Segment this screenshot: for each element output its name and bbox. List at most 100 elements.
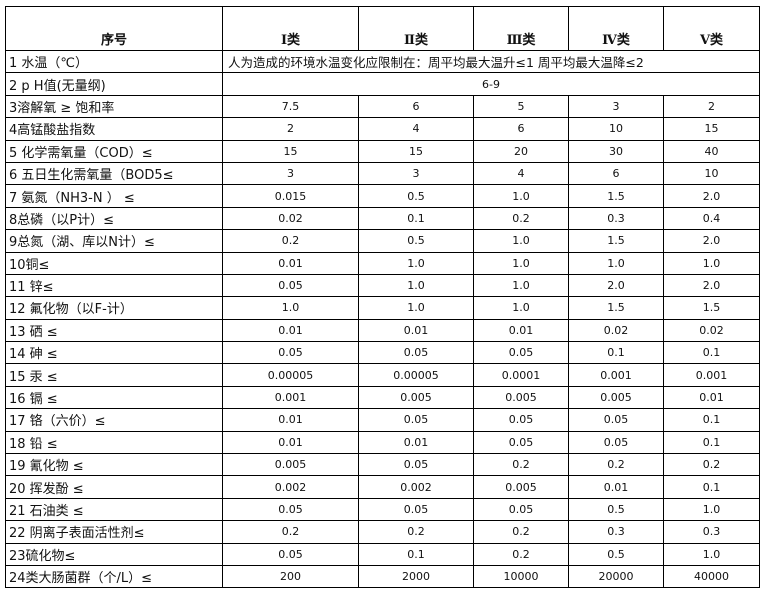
class-4-value: 0.1 [568,341,664,365]
class-4-value: 0.2 [568,453,664,477]
class-5-value: 40000 [663,564,760,589]
class-2-value: 1.0 [358,251,474,275]
class-1-value: 7.5 [222,94,359,119]
class-4-value: 1.5 [568,184,664,208]
header-index: 序号 [5,6,223,51]
class-4-value: 20000 [568,564,664,589]
class-4-value: 3 [568,94,664,119]
class-2-value: 3 [358,161,474,186]
header-class-3: Ⅲ类 [473,6,569,51]
class-1-value: 2 [222,117,359,141]
class-2-value: 0.5 [358,229,474,253]
parameter-label: 4高锰酸盐指数 [5,117,223,141]
parameter-label: 24类大肠菌群（个/L）≤ [5,564,223,589]
parameter-label: 14 砷 ≤ [5,341,223,365]
class-4-value: 2.0 [568,273,664,298]
class-2-value: 1.0 [358,296,474,320]
class-5-value: 0.1 [663,408,760,432]
class-2-value: 0.1 [358,542,474,566]
class-1-value: 0.00005 [222,363,359,387]
class-3-value: 20 [473,139,569,163]
class-1-value: 0.01 [222,430,359,455]
class-5-value: 0.1 [663,475,760,499]
header-class-5: Ⅴ类 [663,6,760,51]
class-4-value: 1.0 [568,251,664,275]
class-2-value: 0.05 [358,453,474,477]
parameter-label: 13 硒 ≤ [5,318,223,343]
parameter-label: 6 五日生化需氧量（BOD5≤ [5,161,223,186]
header-class-2: Ⅱ类 [358,6,474,51]
parameter-label: 3溶解氧 ≥ 饱和率 [5,94,223,119]
class-5-value: 0.4 [663,206,760,231]
class-1-value: 0.02 [222,206,359,231]
table-row: 22 阴离子表面活性剂≤ 0.2 0.2 0.2 0.3 0.3 [5,520,760,544]
class-2-value: 0.5 [358,184,474,208]
parameter-label: 22 阴离子表面活性剂≤ [5,520,223,544]
class-5-value: 0.02 [663,318,760,343]
table-row: 19 氰化物 ≤0.005 0.05 0.2 0.2 0.2 [5,453,760,477]
class-5-value: 2 [663,94,760,119]
parameter-label: 11 锌≤ [5,273,223,298]
merged-value-cell: 6-9 [222,72,760,96]
table-row: 5 化学需氧量（COD）≤ 15 15 20 30 40 [5,139,760,163]
class-1-value: 0.01 [222,408,359,432]
parameter-label: 7 氨氮（NH3-N ） ≤ [5,184,223,208]
class-5-value: 2.0 [663,273,760,298]
class-3-value: 0.0001 [473,363,569,387]
class-5-value: 0.001 [663,363,760,387]
header-row: 序号 Ⅰ类 Ⅱ类 Ⅲ类 Ⅳ类 Ⅴ类 [5,6,760,51]
class-5-value: 2.0 [663,184,760,208]
class-3-value: 0.005 [473,475,569,499]
class-4-value: 0.5 [568,497,664,522]
table-row: 7 氨氮（NH3-N ） ≤0.015 0.5 1.0 1.5 2.0 [5,184,760,208]
table-row: 21 石油类 ≤0.05 0.05 0.05 0.5 1.0 [5,497,760,522]
class-4-value: 0.3 [568,206,664,231]
class-4-value: 0.05 [568,408,664,432]
table-row: 8总磷（以P计）≤ 0.02 0.1 0.2 0.3 0.4 [5,206,760,231]
class-1-value: 0.2 [222,520,359,544]
class-3-value: 4 [473,161,569,186]
class-2-value: 0.05 [358,341,474,365]
class-5-value: 15 [663,117,760,141]
class-3-value: 0.2 [473,206,569,231]
class-3-value: 6 [473,117,569,141]
class-4-value: 30 [568,139,664,163]
parameter-label: 1 水温（℃） [5,49,223,74]
class-1-value: 15 [222,139,359,163]
class-2-value: 6 [358,94,474,119]
class-2-value: 0.1 [358,206,474,231]
class-2-value: 15 [358,139,474,163]
parameter-label: 2 p H值(无量纲) [5,72,223,96]
parameter-label: 19 氰化物 ≤ [5,453,223,477]
table-row: 18 铅 ≤0.01 0.01 0.05 0.05 0.1 [5,430,760,455]
table-row: 1 水温（℃） 人为造成的环境水温变化应限制在：周平均最大温升≤1 周平均最大温降… [5,49,760,74]
parameter-label: 15 汞 ≤ [5,363,223,387]
class-2-value: 0.05 [358,408,474,432]
table-row: 15 汞 ≤0.00005 0.00005 0.0001 0.001 0.001 [5,363,760,387]
class-5-value: 2.0 [663,229,760,253]
class-1-value: 3 [222,161,359,186]
class-4-value: 6 [568,161,664,186]
class-3-value: 1.0 [473,251,569,275]
parameter-label: 21 石油类 ≤ [5,497,223,522]
class-4-value: 0.001 [568,363,664,387]
class-3-value: 0.005 [473,385,569,410]
class-1-value: 1.0 [222,296,359,320]
table-row: 4高锰酸盐指数 2 4 6 10 15 [5,117,760,141]
table-row: 24类大肠菌群（个/L）≤ 200 2000 10000 20000 40000 [5,564,760,589]
class-5-value: 1.0 [663,497,760,522]
class-4-value: 0.5 [568,542,664,566]
class-4-value: 0.05 [568,430,664,455]
class-1-value: 0.01 [222,251,359,275]
table-row: 13 硒 ≤0.01 0.01 0.01 0.02 0.02 [5,318,760,343]
class-3-value: 1.0 [473,273,569,298]
class-1-value: 0.05 [222,341,359,365]
class-4-value: 0.005 [568,385,664,410]
class-1-value: 0.05 [222,273,359,298]
table-row: 12 氟化物（以F-计） 1.0 1.0 1.0 1.5 1.5 [5,296,760,320]
class-3-value: 0.2 [473,520,569,544]
class-2-value: 0.01 [358,430,474,455]
class-3-value: 0.05 [473,341,569,365]
class-5-value: 10 [663,161,760,186]
parameter-label: 9总氮（湖、库以N计）≤ [5,229,223,253]
